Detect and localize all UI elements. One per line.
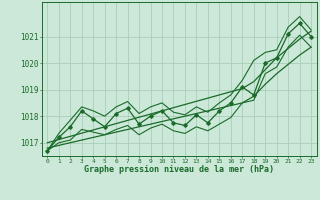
- X-axis label: Graphe pression niveau de la mer (hPa): Graphe pression niveau de la mer (hPa): [84, 165, 274, 174]
